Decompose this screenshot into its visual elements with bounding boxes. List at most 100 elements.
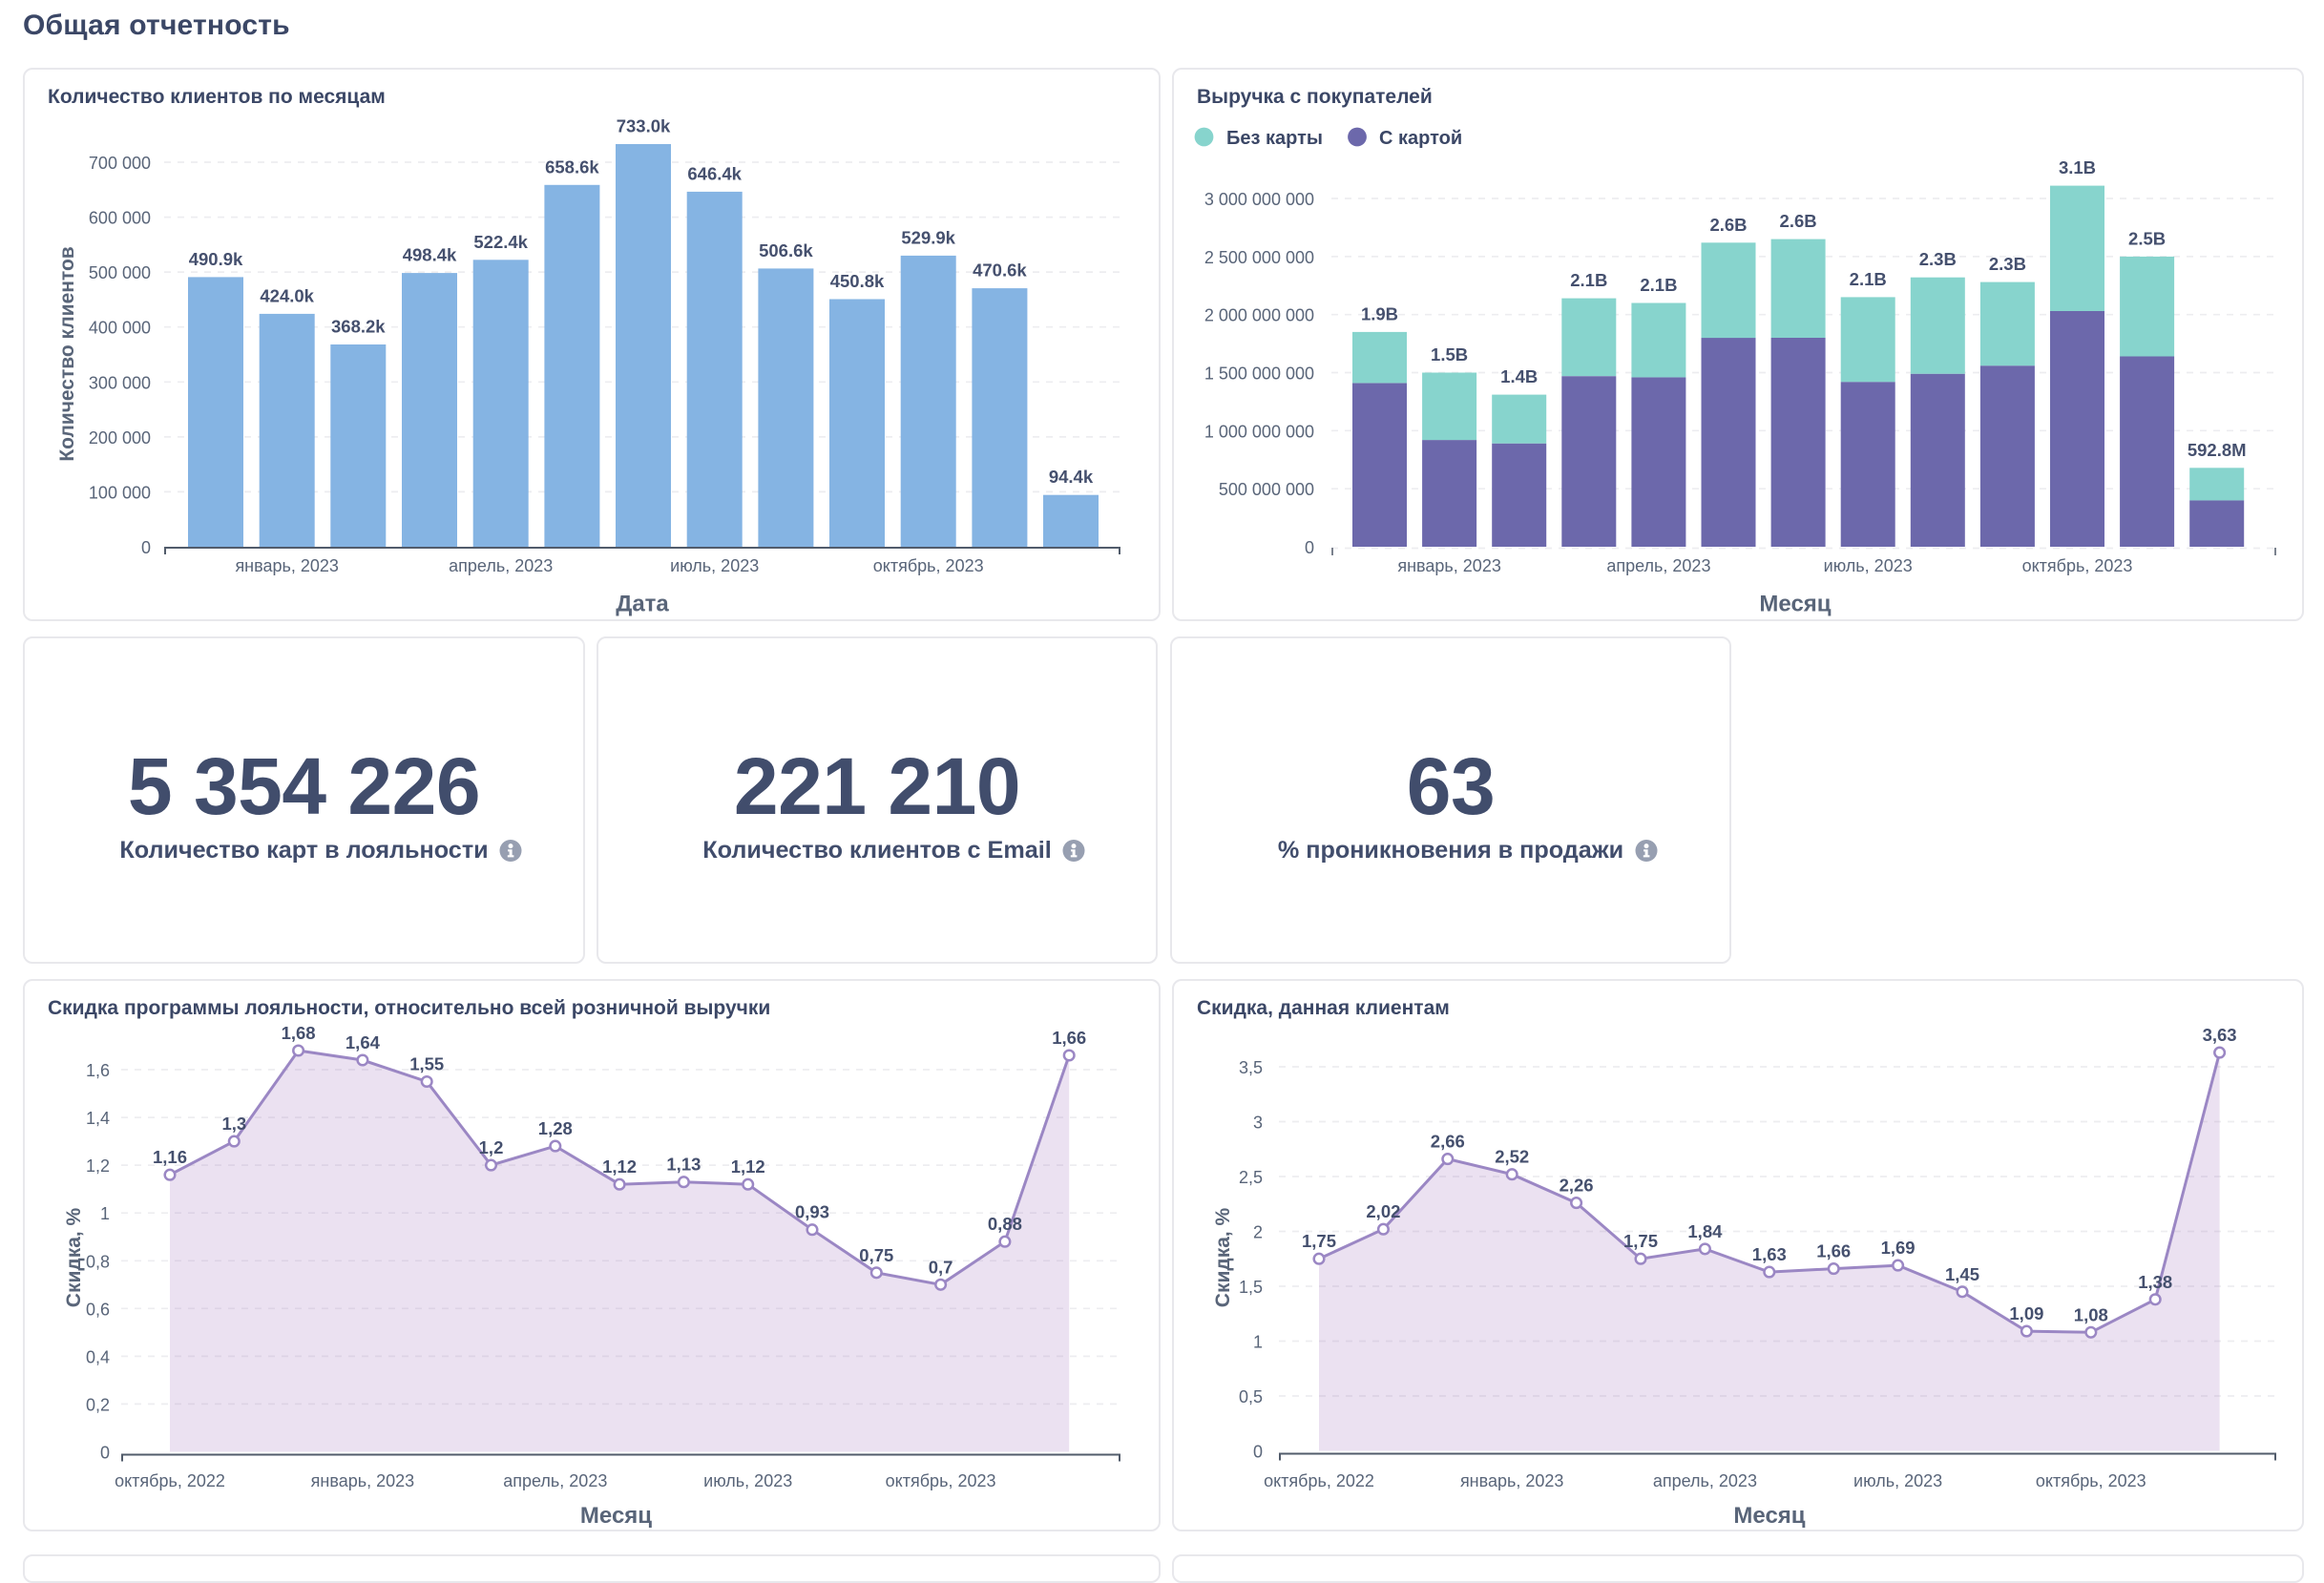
svg-text:Скидка, %: Скидка, % (63, 1207, 85, 1307)
svg-text:700 000: 700 000 (89, 154, 151, 173)
svg-text:Количество клиентов по месяцам: Количество клиентов по месяцам (48, 86, 386, 108)
svg-text:октябрь, 2022: октябрь, 2022 (1264, 1471, 1374, 1490)
svg-text:3 000 000 000: 3 000 000 000 (1204, 190, 1314, 209)
svg-text:Дата: Дата (616, 592, 669, 617)
svg-text:2.1B: 2.1B (1640, 275, 1677, 295)
svg-text:1,2: 1,2 (479, 1137, 504, 1157)
svg-text:1,13: 1,13 (666, 1155, 701, 1175)
svg-text:2.1B: 2.1B (1850, 269, 1887, 289)
svg-text:январь, 2023: январь, 2023 (235, 556, 339, 575)
svg-text:646.4k: 646.4k (687, 163, 742, 183)
svg-text:490.9k: 490.9k (189, 249, 243, 269)
svg-text:1 000 000 000: 1 000 000 000 (1204, 422, 1314, 441)
svg-text:2.3B: 2.3B (1989, 254, 2026, 274)
svg-text:2.5B: 2.5B (2128, 228, 2166, 248)
svg-text:1,66: 1,66 (1816, 1241, 1851, 1261)
svg-text:1,6: 1,6 (86, 1061, 110, 1080)
svg-text:0,75: 0,75 (859, 1245, 893, 1265)
svg-text:500 000: 500 000 (89, 263, 151, 282)
svg-text:апрель, 2023: апрель, 2023 (1653, 1471, 1757, 1490)
svg-text:Количество клиентов: Количество клиентов (56, 246, 78, 461)
svg-text:600 000: 600 000 (89, 209, 151, 228)
svg-text:733.0k: 733.0k (617, 116, 671, 136)
svg-text:Скидка, данная клиентам: Скидка, данная клиентам (1197, 997, 1450, 1019)
svg-text:Скидка, %: Скидка, % (1212, 1207, 1234, 1307)
svg-text:1,2: 1,2 (86, 1156, 110, 1176)
svg-text:октябрь, 2023: октябрь, 2023 (886, 1471, 996, 1490)
svg-text:0,93: 0,93 (795, 1202, 829, 1222)
svg-text:1: 1 (100, 1204, 110, 1223)
svg-text:1.5B: 1.5B (1431, 344, 1468, 365)
svg-text:1,75: 1,75 (1623, 1231, 1658, 1251)
svg-text:592.8M: 592.8M (2188, 440, 2247, 460)
svg-text:0,88: 0,88 (988, 1214, 1022, 1234)
svg-text:1.9B: 1.9B (1361, 303, 1398, 323)
svg-text:3,5: 3,5 (1239, 1058, 1263, 1077)
svg-text:С картой: С картой (1379, 128, 1462, 149)
svg-text:1,08: 1,08 (2074, 1304, 2108, 1324)
svg-text:апрель, 2023: апрель, 2023 (1606, 556, 1710, 575)
svg-text:2.6B: 2.6B (1780, 211, 1817, 231)
svg-text:октябрь, 2023: октябрь, 2023 (873, 556, 984, 575)
svg-text:200 000: 200 000 (89, 428, 151, 448)
svg-text:Выручка с покупателей: Выручка с покупателей (1197, 86, 1433, 108)
svg-text:2,66: 2,66 (1431, 1132, 1465, 1152)
svg-text:1,38: 1,38 (2138, 1272, 2172, 1292)
svg-text:0,7: 0,7 (929, 1257, 953, 1277)
svg-text:1,12: 1,12 (731, 1156, 765, 1177)
svg-text:400 000: 400 000 (89, 319, 151, 338)
svg-text:0: 0 (1253, 1443, 1263, 1462)
svg-text:300 000: 300 000 (89, 373, 151, 392)
svg-text:498.4k: 498.4k (403, 245, 457, 265)
svg-text:1,3: 1,3 (221, 1114, 246, 1134)
svg-text:Скидка программы лояльности, о: Скидка программы лояльности, относительн… (48, 997, 770, 1019)
svg-text:июль, 2023: июль, 2023 (703, 1471, 792, 1490)
svg-text:1,55: 1,55 (409, 1054, 444, 1074)
svg-text:506.6k: 506.6k (759, 240, 813, 260)
svg-text:0: 0 (1305, 538, 1314, 557)
svg-text:2,02: 2,02 (1366, 1201, 1400, 1221)
svg-text:1: 1 (1253, 1333, 1263, 1352)
svg-text:1,69: 1,69 (1881, 1238, 1916, 1258)
svg-text:июль, 2023: июль, 2023 (670, 556, 759, 575)
svg-text:июль, 2023: июль, 2023 (1853, 1471, 1942, 1490)
svg-text:1,63: 1,63 (1752, 1244, 1787, 1264)
svg-text:2 000 000 000: 2 000 000 000 (1204, 306, 1314, 325)
svg-text:1,28: 1,28 (538, 1118, 573, 1138)
svg-text:100 000: 100 000 (89, 483, 151, 502)
svg-text:1,75: 1,75 (1302, 1231, 1336, 1251)
svg-text:1,84: 1,84 (1687, 1221, 1723, 1241)
svg-text:0,6: 0,6 (86, 1300, 110, 1319)
svg-text:2.6B: 2.6B (1709, 215, 1747, 235)
svg-text:Месяц: Месяц (1759, 592, 1831, 617)
svg-text:1,45: 1,45 (1945, 1264, 1979, 1284)
svg-text:1,5: 1,5 (1239, 1278, 1263, 1297)
svg-text:октябрь, 2023: октябрь, 2023 (2022, 556, 2133, 575)
svg-text:1.4B: 1.4B (1500, 366, 1538, 386)
svg-text:январь, 2023: январь, 2023 (311, 1471, 415, 1490)
svg-text:1,4: 1,4 (86, 1109, 110, 1128)
svg-text:1,16: 1,16 (153, 1147, 187, 1167)
svg-text:2,26: 2,26 (1560, 1176, 1594, 1196)
svg-text:2.1B: 2.1B (1570, 270, 1607, 290)
svg-text:368.2k: 368.2k (331, 317, 386, 337)
svg-text:529.9k: 529.9k (901, 227, 955, 247)
svg-text:1,64: 1,64 (345, 1032, 381, 1052)
svg-text:1,12: 1,12 (602, 1156, 637, 1177)
svg-text:1,09: 1,09 (2009, 1303, 2043, 1323)
svg-text:2: 2 (1253, 1223, 1263, 1242)
svg-text:2,52: 2,52 (1495, 1147, 1529, 1167)
svg-text:январь, 2023: январь, 2023 (1460, 1471, 1564, 1490)
svg-text:1 500 000 000: 1 500 000 000 (1204, 365, 1314, 384)
svg-text:450.8k: 450.8k (830, 271, 885, 291)
svg-text:0: 0 (141, 538, 151, 557)
svg-text:июль, 2023: июль, 2023 (1824, 556, 1913, 575)
svg-text:3: 3 (1253, 1114, 1263, 1133)
svg-text:январь, 2023: январь, 2023 (1397, 556, 1501, 575)
svg-text:0: 0 (100, 1444, 110, 1463)
svg-text:октябрь, 2022: октябрь, 2022 (115, 1471, 225, 1490)
svg-text:1,66: 1,66 (1052, 1028, 1086, 1048)
svg-text:2.3B: 2.3B (1919, 249, 1957, 269)
svg-text:0,8: 0,8 (86, 1252, 110, 1271)
svg-text:2 500 000 000: 2 500 000 000 (1204, 248, 1314, 267)
